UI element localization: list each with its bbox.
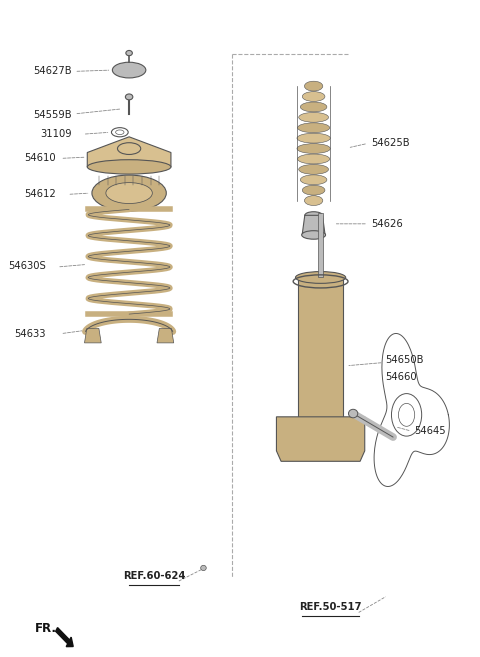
- Ellipse shape: [297, 133, 330, 143]
- Ellipse shape: [302, 91, 325, 101]
- Text: REF.60-624: REF.60-624: [123, 571, 185, 581]
- Ellipse shape: [126, 51, 132, 56]
- Ellipse shape: [302, 231, 325, 239]
- Ellipse shape: [298, 154, 330, 164]
- Ellipse shape: [201, 565, 206, 570]
- Text: 54627B: 54627B: [33, 66, 72, 76]
- Ellipse shape: [125, 94, 133, 100]
- Text: 54660: 54660: [385, 372, 416, 382]
- Text: 54650B: 54650B: [385, 355, 423, 365]
- Text: 54612: 54612: [24, 189, 56, 199]
- Ellipse shape: [300, 175, 327, 185]
- Ellipse shape: [106, 183, 152, 204]
- Polygon shape: [276, 417, 365, 461]
- Text: 54559B: 54559B: [33, 110, 72, 120]
- Polygon shape: [157, 328, 174, 343]
- Polygon shape: [87, 137, 171, 167]
- Text: REF.50-517: REF.50-517: [299, 602, 361, 612]
- Text: 54610: 54610: [24, 153, 56, 164]
- FancyArrow shape: [56, 627, 73, 646]
- Ellipse shape: [299, 112, 328, 122]
- Ellipse shape: [298, 123, 330, 133]
- Text: 54630S: 54630S: [8, 261, 46, 271]
- Polygon shape: [302, 215, 325, 235]
- Ellipse shape: [299, 164, 328, 174]
- Text: 54625B: 54625B: [371, 139, 409, 148]
- Polygon shape: [318, 214, 323, 277]
- Ellipse shape: [300, 102, 327, 112]
- Ellipse shape: [348, 409, 358, 418]
- Ellipse shape: [304, 196, 323, 206]
- Text: 54626: 54626: [371, 219, 403, 229]
- Ellipse shape: [302, 185, 325, 195]
- Ellipse shape: [297, 144, 330, 154]
- Ellipse shape: [87, 160, 171, 174]
- Text: 54645: 54645: [414, 426, 446, 436]
- Text: 54633: 54633: [14, 328, 46, 339]
- Polygon shape: [84, 328, 101, 343]
- Ellipse shape: [304, 81, 323, 91]
- Polygon shape: [298, 277, 343, 436]
- Ellipse shape: [112, 62, 146, 78]
- Text: 31109: 31109: [40, 129, 72, 139]
- Text: FR.: FR.: [35, 622, 57, 635]
- Ellipse shape: [296, 271, 346, 283]
- Ellipse shape: [305, 212, 323, 219]
- Ellipse shape: [118, 143, 141, 154]
- Ellipse shape: [92, 175, 166, 211]
